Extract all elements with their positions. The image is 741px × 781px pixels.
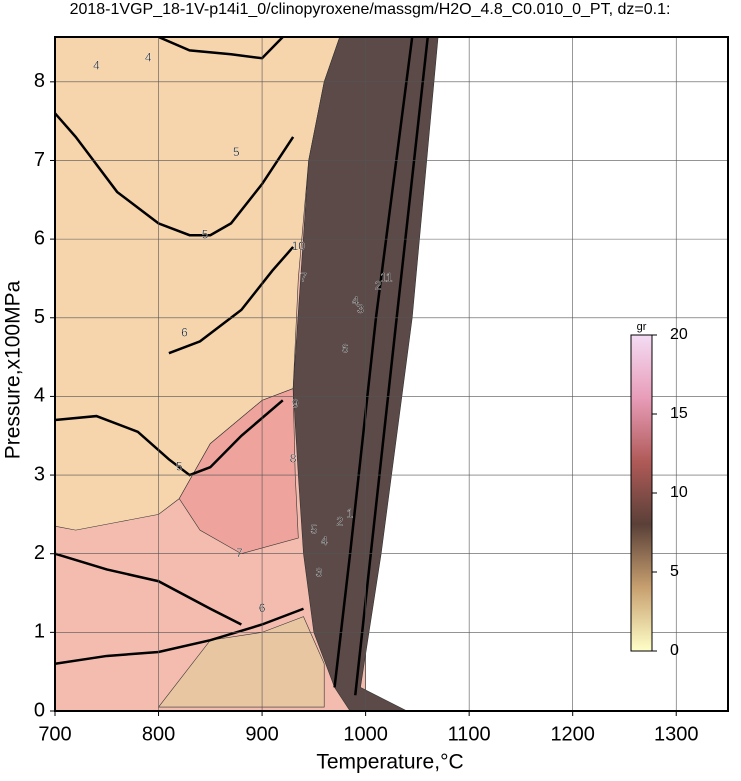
colorbar <box>630 334 653 652</box>
contour-label: 7 <box>300 271 307 285</box>
x-tick-label: 900 <box>245 723 278 745</box>
y-tick-label: 8 <box>34 70 45 92</box>
contour-label: 4 <box>93 58 100 72</box>
contour-label: 8 <box>290 452 297 466</box>
contour-line <box>354 37 429 696</box>
colorbar-tick-label: 20 <box>670 326 688 343</box>
colorbar-tick-label: 5 <box>670 563 679 580</box>
contour-label: 11 <box>380 271 393 285</box>
x-tick-label: 1200 <box>550 723 595 745</box>
contour-label: 4 <box>145 50 152 64</box>
plot-frame <box>54 36 729 712</box>
y-tick-label: 4 <box>34 385 45 407</box>
contour-label: 6 <box>181 326 188 340</box>
contour-label: 4 <box>352 294 359 308</box>
contour-label: 2 <box>375 278 382 292</box>
contour-line <box>55 399 284 477</box>
contour-line <box>55 112 295 237</box>
y-axis-label: Pressure,x100MPa <box>2 280 25 459</box>
y-tick-label: 5 <box>34 306 45 328</box>
contour-label: 9 <box>292 396 299 410</box>
contour-label: 10 <box>292 239 306 253</box>
contour-label: 3 <box>316 566 323 580</box>
colorbar-tick-label: 15 <box>670 405 688 422</box>
contour-label: 7 <box>236 546 243 560</box>
contour-label: 5 <box>202 227 209 241</box>
axes: 700 800 900 1000 1100 1200 1300012345678gr0510… <box>34 36 729 745</box>
contour-label: 1 <box>347 507 354 521</box>
colorbar-tick-label: 10 <box>670 484 688 501</box>
contour-label: 2 <box>336 514 343 528</box>
contour-label: 5 <box>311 522 318 536</box>
x-tick-label: 700 <box>38 723 71 745</box>
y-tick-label: 0 <box>34 699 45 721</box>
y-tick-label: 3 <box>34 463 45 485</box>
x-axis-label: Temperature,°C <box>316 751 463 774</box>
contour-label: 6 <box>342 341 349 355</box>
x-tick-label: 800 <box>142 723 175 745</box>
contour-label: 3 <box>357 302 364 316</box>
contour-label: 5 <box>233 145 240 159</box>
y-tick-label: 2 <box>34 542 45 564</box>
contour-label: 4 <box>321 534 328 548</box>
contour-line <box>158 37 284 60</box>
y-tick-label: 7 <box>34 149 45 171</box>
contour-line <box>168 246 295 355</box>
contour-line <box>333 37 414 688</box>
x-tick-label: 1100 <box>448 723 491 745</box>
x-tick-label: 1300 <box>654 723 699 745</box>
contour-line <box>55 607 304 666</box>
chart-title: 2018-1VGP_18-1V-p14i1_0/clinopyroxene/ma… <box>70 1 671 18</box>
colorbar-tick-label: 0 <box>670 642 679 659</box>
colorbar-label: gr <box>637 321 647 333</box>
x-tick-label: 1000 <box>343 723 388 745</box>
y-tick-label: 1 <box>34 621 45 643</box>
y-tick-label: 6 <box>34 227 45 249</box>
contour-label: 5 <box>176 459 183 473</box>
